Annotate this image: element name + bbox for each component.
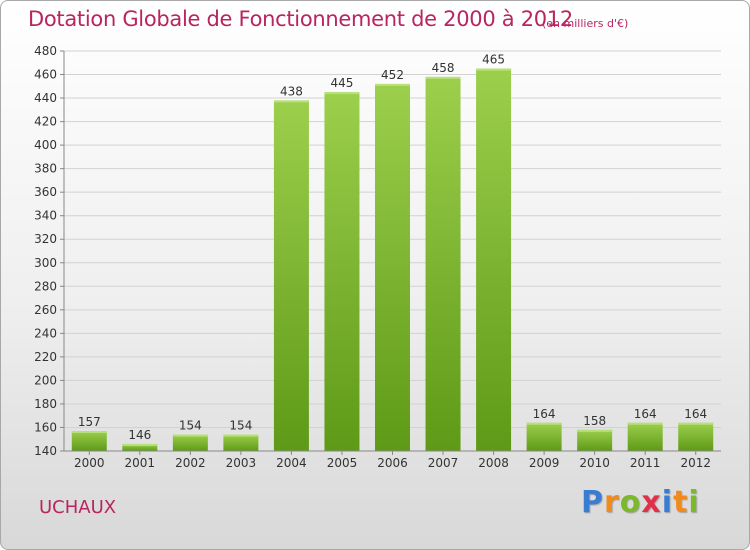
bar	[577, 429, 613, 451]
y-tick-label: 320	[34, 232, 57, 246]
bar-highlight	[122, 443, 158, 446]
bar	[71, 431, 107, 451]
data-label: 154	[229, 419, 252, 433]
y-axis: 140 160 180 200 220 240 260 280 300 320 340 360 380 4…	[34, 44, 65, 458]
y-tick-label: 460	[34, 68, 57, 82]
y-tick-label: 420	[34, 115, 57, 129]
y-tick-label: 480	[34, 44, 57, 58]
x-tick-label: 2002	[175, 456, 206, 470]
x-tick-label: 2012	[680, 456, 711, 470]
bar	[425, 76, 461, 451]
x-tick-label: 2006	[377, 456, 408, 470]
x-tick-label: 2010	[579, 456, 610, 470]
y-tick-label: 200	[34, 373, 57, 387]
x-tick-label: 2001	[125, 456, 156, 470]
y-tick-label: 160	[34, 420, 57, 434]
x-tick-label: 2007	[428, 456, 459, 470]
x-tick-label: 2005	[327, 456, 358, 470]
bar	[678, 422, 714, 451]
data-label: 452	[381, 68, 404, 82]
data-label: 146	[128, 428, 151, 442]
y-tick-label: 400	[34, 138, 57, 152]
bar-highlight	[375, 83, 410, 86]
bar	[122, 443, 158, 451]
data-label: 158	[583, 414, 606, 428]
bar	[627, 422, 663, 451]
bar	[223, 434, 259, 451]
y-tick-label: 180	[34, 397, 57, 411]
bar	[526, 422, 562, 451]
data-label: 458	[432, 61, 455, 75]
bar	[324, 92, 360, 452]
data-label: 164	[533, 407, 556, 421]
bar-highlight	[273, 100, 309, 103]
bar-highlight	[324, 92, 360, 95]
y-tick-label: 140	[34, 444, 57, 458]
chart-title: Dotation Globale de Fonctionnement de 20…	[28, 7, 573, 31]
logo-letter: P	[581, 485, 604, 520]
data-label: 164	[634, 407, 657, 421]
data-label: 164	[684, 407, 707, 421]
bar	[476, 68, 512, 451]
y-tick-label: 260	[34, 303, 57, 317]
x-axis: 2000 2001 2002 2003 2004 2005 2006 2007 2008 2009…	[64, 450, 721, 470]
bar-highlight	[172, 434, 208, 437]
x-tick-label: 2000	[74, 456, 105, 470]
logo-letter: r	[604, 485, 620, 520]
y-tick-label: 380	[34, 162, 57, 176]
y-tick-label: 240	[34, 326, 57, 340]
bar-highlight	[223, 434, 259, 437]
chart-unit: (en milliers d'€)	[542, 17, 629, 30]
y-tick-label: 280	[34, 279, 57, 293]
logo-letter: t	[673, 485, 689, 520]
bars	[71, 68, 714, 452]
logo-letter: x	[641, 485, 662, 520]
bar	[273, 100, 309, 451]
proxiti-logo[interactable]: Proxiti	[581, 485, 700, 520]
bar-highlight	[627, 422, 663, 425]
y-tick-label: 340	[34, 209, 57, 223]
bar-highlight	[577, 429, 613, 432]
commune-name: UCHAUX	[39, 497, 117, 518]
data-label: 438	[280, 84, 303, 98]
x-tick-label: 2011	[630, 456, 661, 470]
logo-letter: i	[688, 485, 700, 520]
y-tick-label: 300	[34, 256, 57, 270]
y-tick-label: 360	[34, 185, 57, 199]
data-label: 157	[78, 415, 101, 429]
x-tick-label: 2009	[529, 456, 560, 470]
bar	[172, 434, 208, 451]
logo-letter: o	[619, 485, 642, 520]
data-label: 445	[331, 76, 354, 90]
bar-highlight	[425, 76, 461, 79]
data-label: 154	[179, 419, 202, 433]
bar-highlight	[526, 422, 562, 425]
data-label: 465	[482, 53, 505, 67]
bar-highlight	[71, 431, 107, 433]
y-tick-label: 440	[34, 91, 57, 105]
y-tick-label: 220	[34, 350, 57, 364]
bar	[375, 83, 410, 452]
bar-highlight	[476, 68, 512, 71]
x-tick-label: 2003	[226, 456, 257, 470]
x-tick-label: 2004	[276, 456, 307, 470]
logo-letter: i	[661, 485, 674, 520]
bar-highlight	[678, 422, 714, 425]
data-labels: 157 146 154 154 438 445 452 458 465 164 158 164 164	[78, 53, 707, 442]
x-tick-label: 2008	[478, 456, 509, 470]
